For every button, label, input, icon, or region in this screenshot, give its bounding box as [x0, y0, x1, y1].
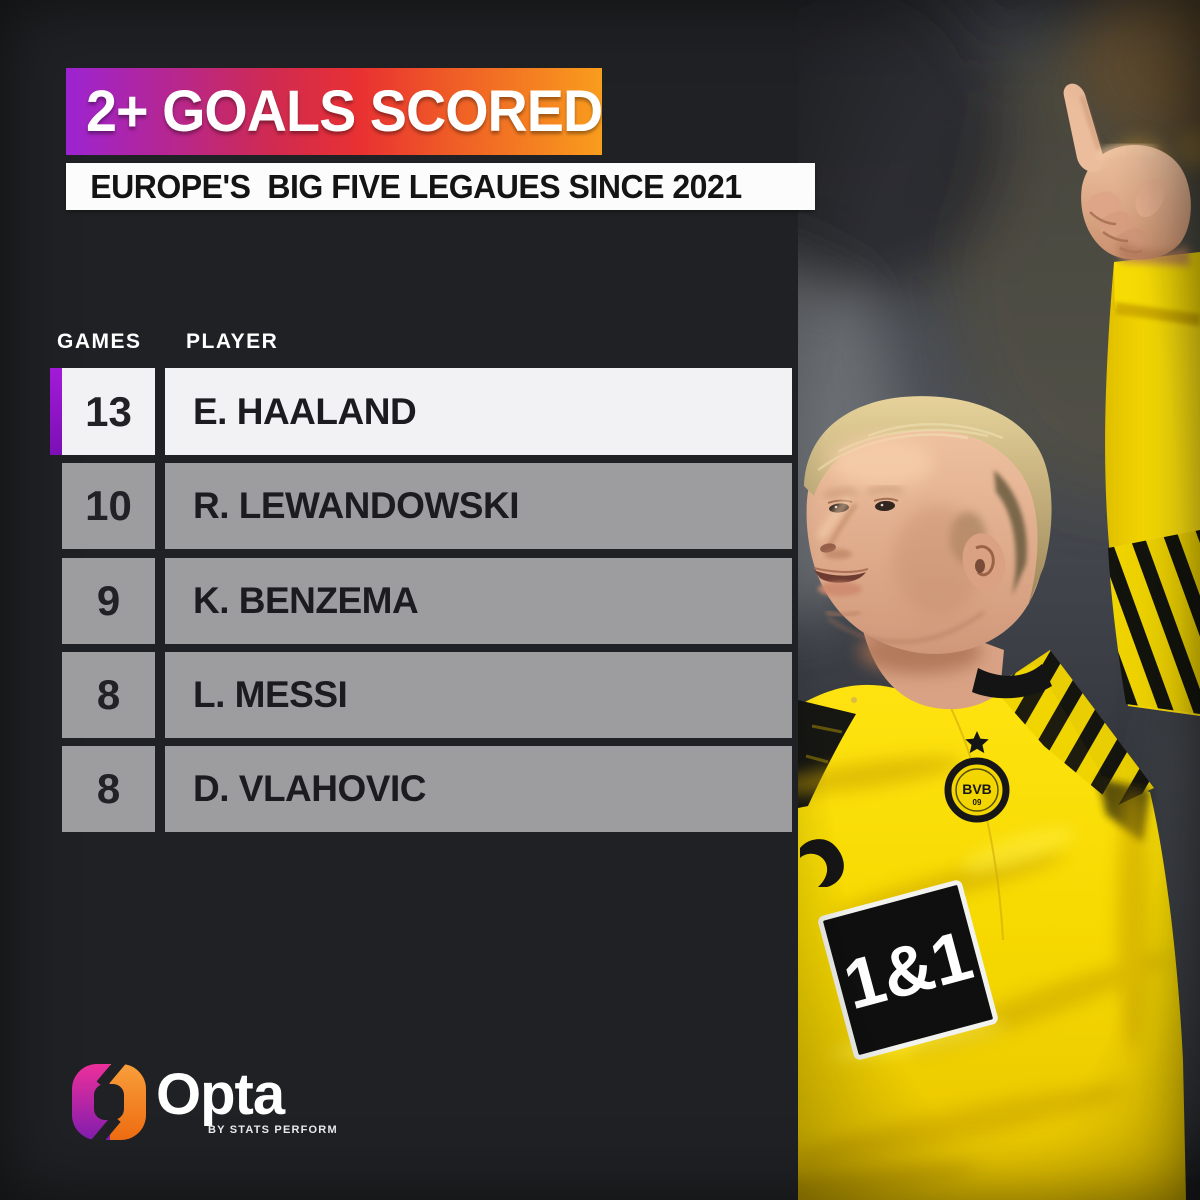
brand-tagline: BY STATS PERFORM [208, 1124, 338, 1136]
brand-block: Opta BY STATS PERFORM [70, 1058, 390, 1158]
table-row: 8 D. VLAHOVIC [0, 746, 800, 832]
opta-logo [70, 1062, 148, 1142]
haaland-illustration: BVB 09 1&1 [678, 0, 1200, 1200]
title-banner: 2+ GOALS SCORED [66, 68, 603, 155]
player-photo: BVB 09 1&1 [678, 0, 1200, 1200]
player-cell: D. VLAHOVIC [165, 746, 792, 832]
column-header-games: GAMES [57, 330, 142, 353]
highlight-accent-bar [50, 368, 62, 455]
table-row: 9 K. BENZEMA [0, 558, 800, 644]
table-row: 8 L. MESSI [0, 652, 800, 738]
games-cell: 13 [62, 368, 155, 455]
subtitle-text: EUROPE'S BIG FIVE LEGAUES SINCE 2021 [90, 167, 742, 205]
games-cell: 9 [62, 558, 155, 644]
player-cell: L. MESSI [165, 652, 792, 738]
games-cell: 8 [62, 652, 155, 738]
page-title: 2+ GOALS SCORED [86, 79, 603, 144]
player-cell: K. BENZEMA [165, 558, 792, 644]
table-row: 13 E. HAALAND [0, 368, 800, 455]
table-row: 10 R. LEWANDOWSKI [0, 463, 800, 549]
subtitle-bar: EUROPE'S BIG FIVE LEGAUES SINCE 2021 [66, 163, 815, 210]
games-cell: 10 [62, 463, 155, 549]
photo-vignette [798, 0, 1200, 1200]
column-header-player: PLAYER [186, 330, 279, 353]
brand-name: Opta [156, 1062, 285, 1127]
games-cell: 8 [62, 746, 155, 832]
player-cell: R. LEWANDOWSKI [165, 463, 792, 549]
player-cell: E. HAALAND [165, 368, 792, 455]
